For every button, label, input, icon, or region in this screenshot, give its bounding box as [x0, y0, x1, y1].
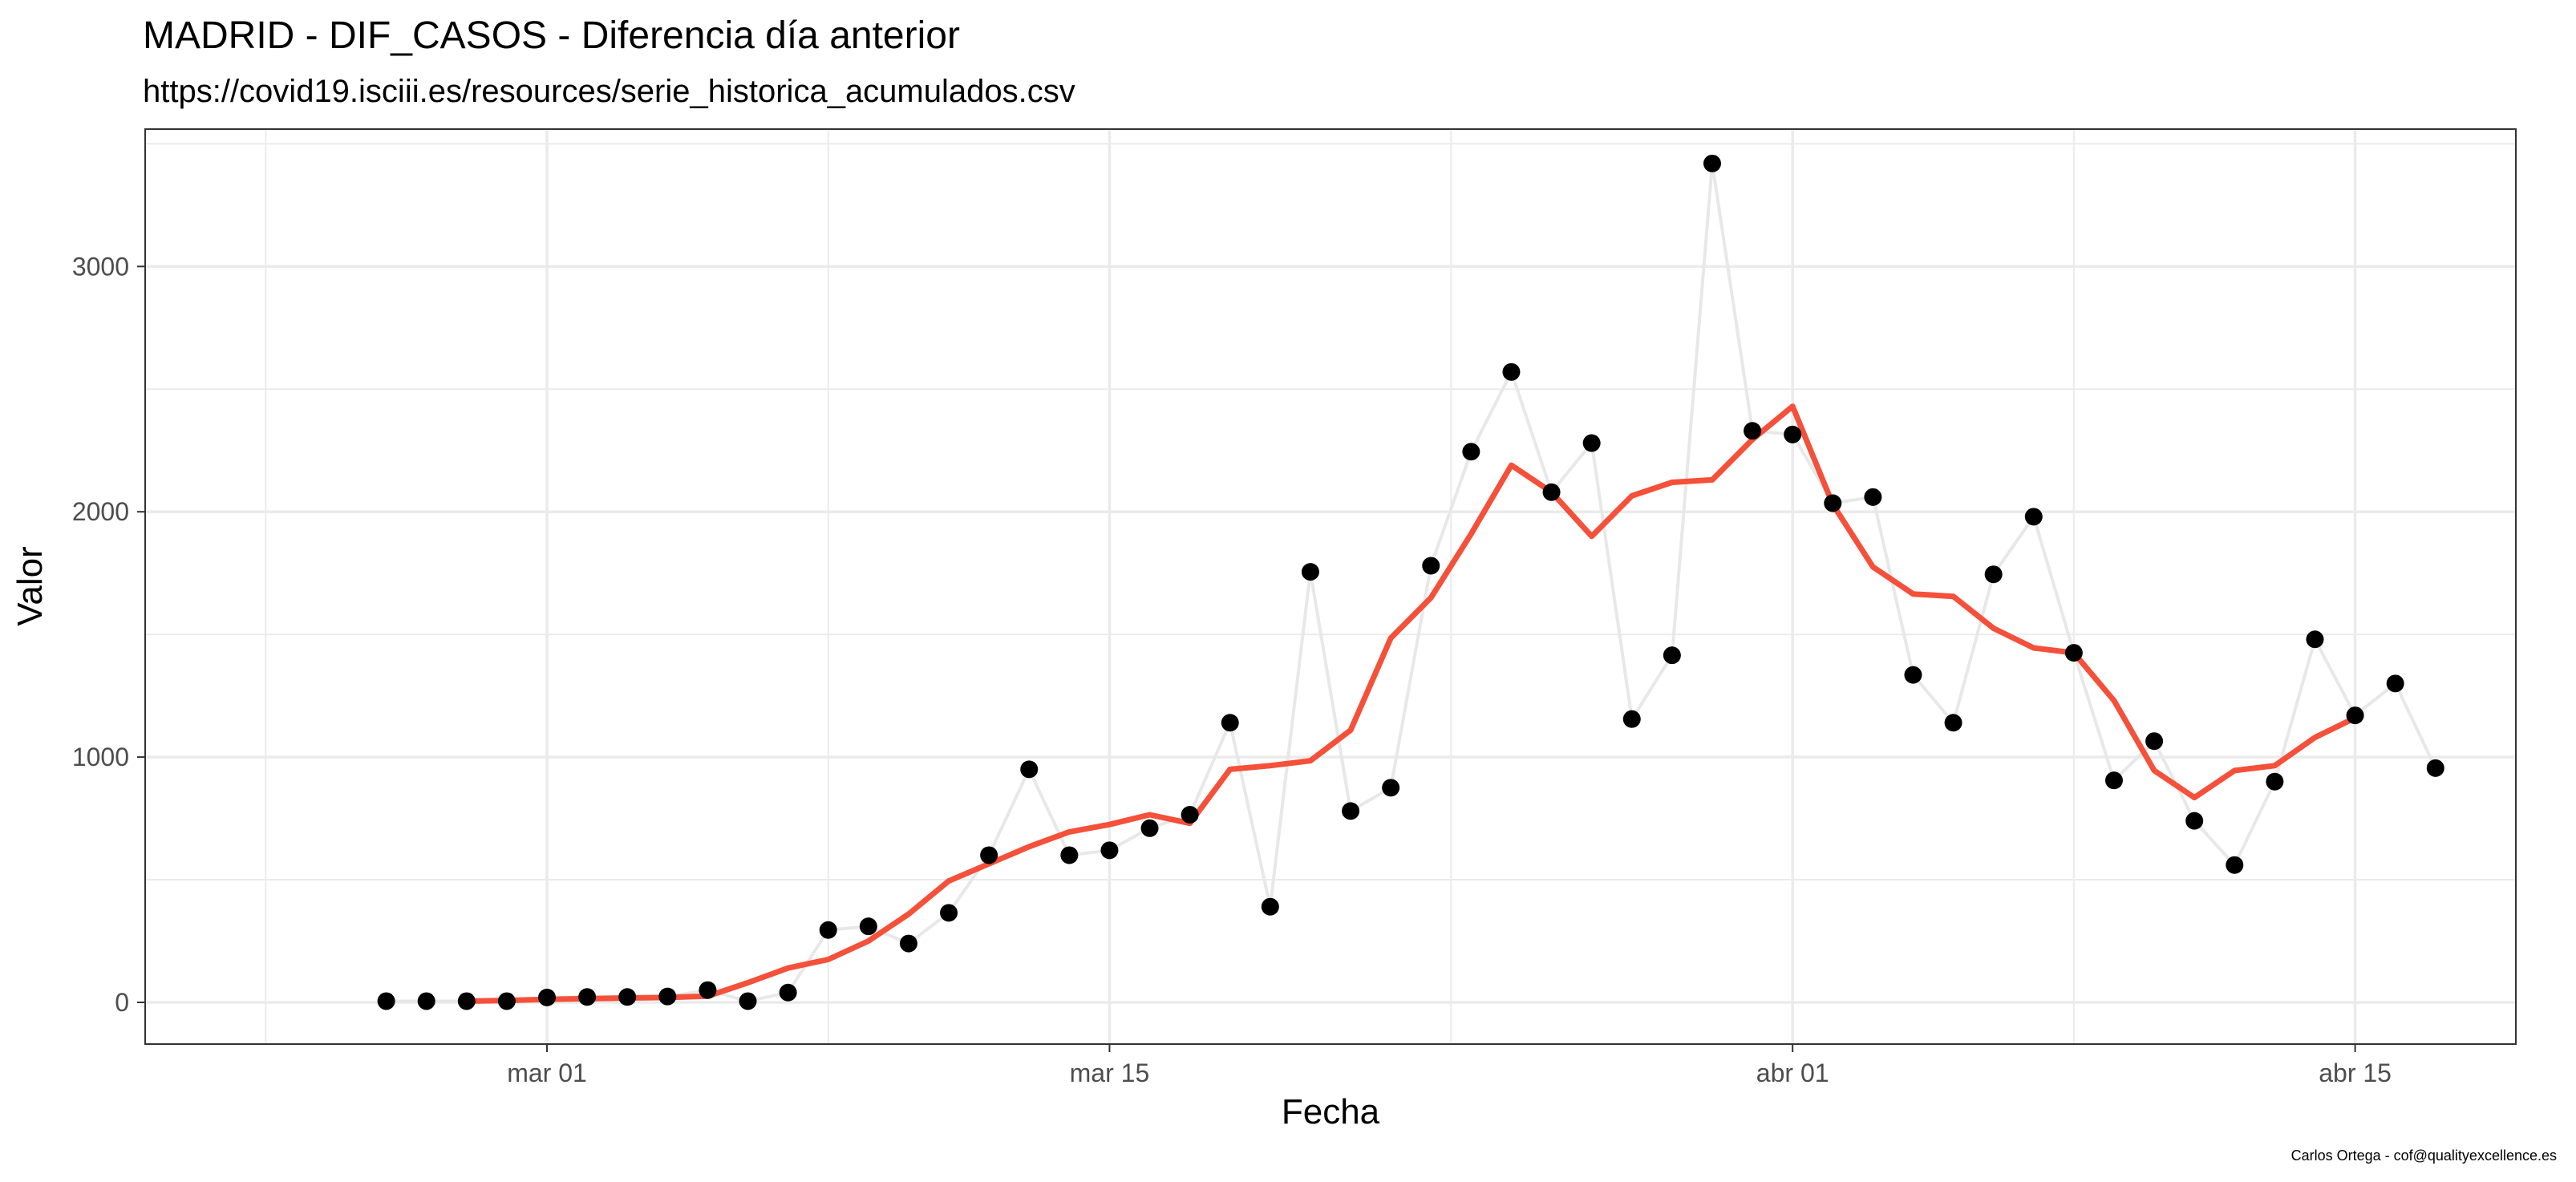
x-axis: mar 01 mar 15 abr 01 abr 15	[507, 1044, 2392, 1087]
data-point	[940, 904, 958, 922]
data-point	[1703, 154, 1721, 172]
raw-series-polyline	[386, 161, 2437, 1003]
x-tick-label: abr 01	[1756, 1059, 1829, 1087]
data-point	[1221, 714, 1239, 732]
x-tick-label: mar 15	[1070, 1059, 1150, 1087]
data-point	[1382, 779, 1400, 797]
y-axis: 0 1000 2000 3000	[72, 252, 145, 1017]
data-point	[1181, 805, 1199, 824]
data-point	[1744, 422, 1762, 440]
data-point	[739, 992, 757, 1010]
data-point	[1060, 846, 1079, 864]
data-point	[1020, 760, 1039, 779]
data-point	[1140, 819, 1159, 837]
data-point	[1622, 710, 1641, 728]
data-point	[1784, 425, 1802, 443]
data-point	[1582, 434, 1601, 452]
data-point	[1864, 488, 1882, 506]
plot-panel	[144, 128, 2517, 1045]
data-point	[618, 988, 637, 1006]
data-point	[2024, 508, 2043, 526]
data-point	[2306, 630, 2324, 649]
data-point	[699, 981, 717, 999]
chart-title: MADRID - DIF_CASOS - Diferencia día ante…	[143, 14, 960, 57]
data-point	[1944, 714, 1962, 732]
chart-subtitle: https://covid19.isciii.es/resources/seri…	[143, 74, 1075, 109]
data-point	[1462, 443, 1480, 461]
data-point	[1261, 897, 1279, 916]
data-point	[417, 992, 435, 1010]
data-point	[2386, 674, 2404, 693]
data-point	[2426, 759, 2444, 777]
caption: Carlos Ortega - cof@qualityexcellence.es	[2291, 1148, 2557, 1164]
data-point	[1984, 565, 2003, 584]
data-point	[819, 921, 837, 939]
smoothed-series-polyline	[464, 403, 2359, 1004]
data-point	[779, 983, 797, 1002]
y-tick-label: 2000	[72, 497, 129, 526]
data-point	[1824, 494, 1842, 512]
data-point	[2145, 732, 2164, 751]
data-point	[2226, 856, 2244, 874]
data-point	[1542, 483, 1561, 501]
data-point	[2104, 771, 2123, 790]
data-point	[1422, 557, 1440, 575]
y-axis-title: Valor	[10, 546, 50, 625]
data-point	[457, 992, 476, 1010]
x-tick-label: abr 15	[2319, 1059, 2392, 1087]
y-tick-label: 0	[115, 988, 129, 1017]
raw-series-points	[377, 154, 2444, 1010]
data-point	[899, 934, 917, 953]
data-point	[658, 987, 677, 1006]
data-point	[1100, 841, 1119, 860]
data-point	[578, 988, 597, 1006]
panel-border	[144, 128, 2517, 1045]
data-point	[2346, 706, 2364, 725]
panel-background	[145, 129, 2516, 1044]
smoothed-series-line	[464, 403, 2359, 1004]
data-point	[2064, 644, 2083, 662]
data-point	[2266, 772, 2284, 791]
data-point	[1342, 802, 1360, 820]
data-point	[2185, 812, 2204, 830]
raw-series-line	[386, 161, 2437, 1003]
data-point	[1502, 362, 1521, 381]
data-point	[980, 846, 998, 864]
data-point	[497, 992, 516, 1010]
y-tick-label: 1000	[72, 743, 129, 771]
y-tick-label: 3000	[72, 252, 129, 281]
data-point	[538, 988, 557, 1006]
data-point	[859, 917, 877, 936]
data-point	[1904, 666, 1922, 684]
x-axis-title: Fecha	[1282, 1092, 1380, 1131]
x-tick-label: mar 01	[507, 1059, 587, 1087]
data-point	[377, 992, 395, 1010]
data-point	[1301, 563, 1319, 581]
data-point	[1663, 646, 1681, 665]
